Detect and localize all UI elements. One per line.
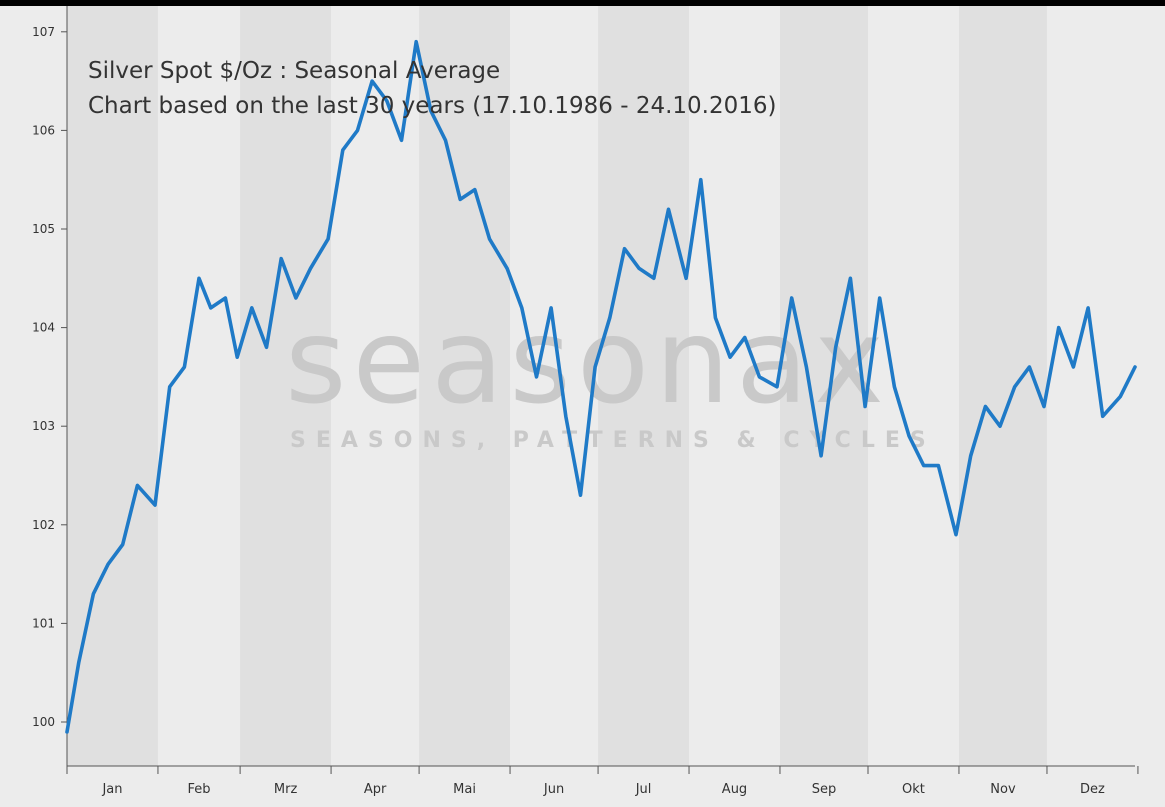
y-tick-label: 107 <box>32 25 55 39</box>
x-axis: Jan Feb Mrz Apr Mai Jun Jul Aug Sep Okt Nov Dez <box>66 765 1139 797</box>
x-tick-label-aug: Aug <box>722 782 747 797</box>
y-axis: 100 101 102 103 104 105 106 107 <box>32 6 68 766</box>
month-band-jun <box>510 6 599 766</box>
month-band-aug <box>689 6 780 766</box>
x-tick-label-apr: Apr <box>364 782 387 797</box>
x-tick-label-jun: Jun <box>543 782 564 797</box>
y-tick-label: 105 <box>32 222 55 236</box>
watermark-tagline: SEASONS, PATTERNS & CYCLES <box>290 428 936 453</box>
y-tick-label: 103 <box>32 419 55 433</box>
top-border <box>0 0 1165 6</box>
x-tick-label-jul: Jul <box>635 782 652 797</box>
month-band-nov <box>958 6 1047 766</box>
x-tick-label-sep: Sep <box>812 782 837 797</box>
month-band-mai <box>419 6 511 766</box>
y-tick-label: 101 <box>32 616 55 630</box>
x-tick-label-jan: Jan <box>101 782 122 797</box>
chart-title: Silver Spot $/Oz : Seasonal Average <box>88 58 500 84</box>
x-tick-label-nov: Nov <box>990 782 1016 797</box>
x-tick-label-dez: Dez <box>1080 782 1105 797</box>
month-band-sep <box>779 6 868 766</box>
x-tick-label-feb: Feb <box>188 782 211 797</box>
chart-subtitle: Chart based on the last 30 years (17.10.… <box>88 93 777 119</box>
y-tick-label: 102 <box>32 518 55 532</box>
x-tick-label-mrz: Mrz <box>274 782 298 797</box>
month-bands <box>67 6 1138 766</box>
y-tick-label: 104 <box>32 321 55 335</box>
month-band-mrz <box>240 6 332 766</box>
y-tick-label: 100 <box>32 715 55 729</box>
x-tick-label-mai: Mai <box>453 782 476 797</box>
month-band-okt <box>868 6 959 766</box>
y-tick-label: 106 <box>32 123 55 137</box>
x-tick-label-okt: Okt <box>902 782 925 797</box>
month-band-dez <box>1046 6 1138 766</box>
series-line <box>65 39 1137 734</box>
month-band-jul <box>598 6 690 766</box>
watermark-brand: seasonax <box>285 292 890 430</box>
